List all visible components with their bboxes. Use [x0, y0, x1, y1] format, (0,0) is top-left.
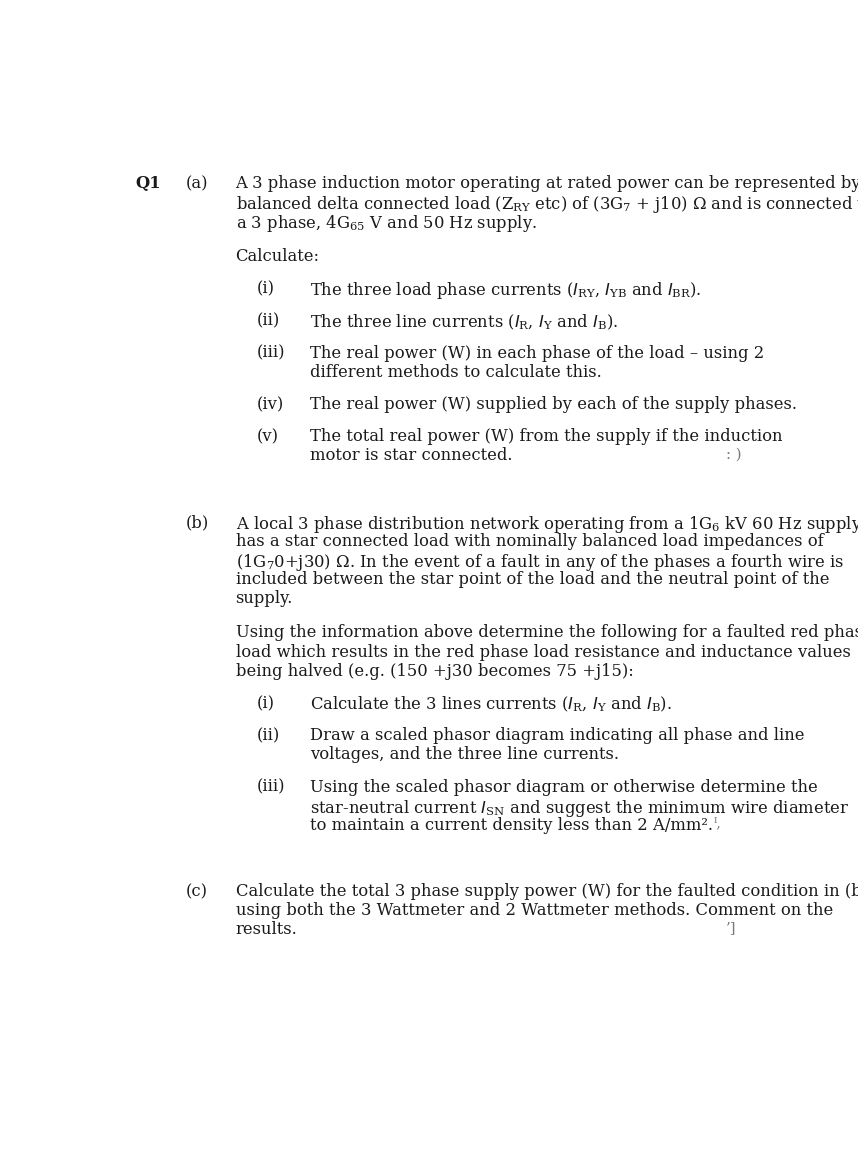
- Text: a 3 phase, 4G$_{\mathregular{65}}$ V and 50 Hz supply.: a 3 phase, 4G$_{\mathregular{65}}$ V and…: [236, 213, 536, 235]
- Text: A local 3 phase distribution network operating from a 1G$_{\mathregular{6}}$ kV : A local 3 phase distribution network ope…: [236, 514, 858, 535]
- Text: star-neutral current $I_{\mathregular{SN}}$ and suggest the minimum wire diamete: star-neutral current $I_{\mathregular{SN…: [310, 798, 849, 819]
- Text: being halved (e.g. (150 +j30 becomes 75 +j15):: being halved (e.g. (150 +j30 becomes 75 …: [236, 662, 633, 680]
- Text: Using the scaled phasor diagram or otherwise determine the: Using the scaled phasor diagram or other…: [310, 779, 818, 796]
- Text: results.: results.: [236, 921, 298, 938]
- Text: The total real power (W) from the supply if the induction: The total real power (W) from the supply…: [310, 429, 782, 445]
- Text: has a star connected load with nominally balanced load impedances of: has a star connected load with nominally…: [236, 534, 824, 550]
- Text: included between the star point of the load and the neutral point of the: included between the star point of the l…: [236, 572, 829, 588]
- Text: supply.: supply.: [236, 590, 293, 607]
- Text: (v): (v): [257, 429, 279, 445]
- Text: Using the information above determine the following for a faulted red phase: Using the information above determine th…: [236, 624, 858, 642]
- Text: Calculate the total 3 phase supply power (W) for the faulted condition in (b): Calculate the total 3 phase supply power…: [236, 883, 858, 900]
- Text: Q1: Q1: [136, 175, 160, 192]
- Text: The three load phase currents ($I_{\mathregular{RY}}$, $I_{\mathregular{YB}}$ an: The three load phase currents ($I_{\math…: [310, 279, 702, 301]
- Text: voltages, and the three line currents.: voltages, and the three line currents.: [310, 746, 619, 764]
- Text: (a): (a): [185, 175, 208, 192]
- Text: to maintain a current density less than 2 A/mm².: to maintain a current density less than …: [310, 816, 713, 834]
- Text: using both the 3 Wattmeter and 2 Wattmeter methods. Comment on the: using both the 3 Wattmeter and 2 Wattmet…: [236, 903, 833, 920]
- Text: The real power (W) supplied by each of the supply phases.: The real power (W) supplied by each of t…: [310, 396, 797, 413]
- Text: balanced delta connected load (Z$_{\mathregular{RY}}$ etc) of (3G$_{\mathregular: balanced delta connected load (Z$_{\math…: [236, 194, 858, 215]
- Text: (iv): (iv): [257, 396, 284, 413]
- Text: A 3 phase induction motor operating at rated power can be represented by a: A 3 phase induction motor operating at r…: [236, 175, 858, 192]
- Text: motor is star connected.: motor is star connected.: [310, 447, 512, 465]
- Text: : ): : ): [726, 447, 741, 461]
- Text: ’]: ’]: [726, 921, 736, 935]
- Text: (i): (i): [257, 695, 275, 712]
- Text: (b): (b): [185, 514, 209, 531]
- Text: The real power (W) in each phase of the load – using 2: The real power (W) in each phase of the …: [310, 345, 764, 361]
- Text: Calculate:: Calculate:: [236, 247, 320, 264]
- Text: (ii): (ii): [257, 313, 280, 329]
- Text: The three line currents ($I_{\mathregular{R}}$, $I_{\mathregular{Y}}$ and $I_{\m: The three line currents ($I_{\mathregula…: [310, 313, 618, 331]
- Text: (c): (c): [185, 883, 208, 900]
- Text: ᴵ,: ᴵ,: [714, 816, 722, 830]
- Text: load which results in the red phase load resistance and inductance values: load which results in the red phase load…: [236, 644, 850, 660]
- Text: Draw a scaled phasor diagram indicating all phase and line: Draw a scaled phasor diagram indicating …: [310, 727, 805, 744]
- Text: different methods to calculate this.: different methods to calculate this.: [310, 363, 601, 381]
- Text: (i): (i): [257, 279, 275, 297]
- Text: (1G$_{\mathregular{7}}$0+j30) Ω. In the event of a fault in any of the phases a : (1G$_{\mathregular{7}}$0+j30) Ω. In the …: [236, 552, 843, 573]
- Text: (iii): (iii): [257, 345, 286, 361]
- Text: Calculate the 3 lines currents ($I_{\mathregular{R}}$, $I_{\mathregular{Y}}$ and: Calculate the 3 lines currents ($I_{\mat…: [310, 695, 672, 714]
- Text: (iii): (iii): [257, 779, 286, 796]
- Text: (ii): (ii): [257, 727, 280, 744]
